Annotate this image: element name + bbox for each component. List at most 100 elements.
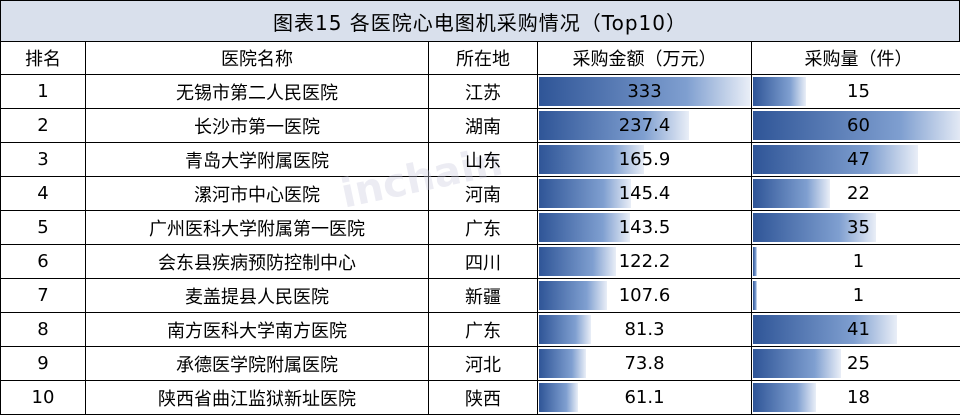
cell-name: 漯河市中心医院 [86, 177, 429, 211]
cell-rank-text: 4 [37, 183, 48, 204]
cell-quantity: 41 [752, 313, 960, 347]
cell-quantity-text: 25 [847, 353, 870, 374]
cell-name: 长沙市第一医院 [86, 109, 429, 143]
cell-quantity: 25 [752, 347, 960, 381]
procurement-table: 排名 医院名称 所在地 采购金额（万元） 采购量（件） 1 无锡市第二人民医院 江苏… [0, 41, 960, 415]
cell-name: 南方医科大学南方医院 [86, 313, 429, 347]
cell-rank-text: 7 [37, 285, 48, 306]
cell-amount-text: 81.3 [624, 319, 664, 340]
cell-name-text: 无锡市第二人民医院 [176, 83, 338, 104]
cell-amount: 122.2 [538, 245, 752, 279]
cell-quantity-text: 60 [847, 115, 870, 136]
cell-quantity: 47 [752, 143, 960, 177]
amount-data-bar [539, 383, 578, 412]
cell-quantity: 15 [752, 75, 960, 109]
quantity-data-bar [753, 247, 757, 276]
cell-name: 麦盖提县人民医院 [86, 279, 429, 313]
amount-data-bar [539, 247, 616, 276]
cell-amount-text: 73.8 [624, 353, 664, 374]
header-row: 排名 医院名称 所在地 采购金额（万元） 采购量（件） [1, 42, 960, 75]
cell-name: 会东县疾病预防控制中心 [86, 245, 429, 279]
cell-rank-text: 5 [37, 217, 48, 238]
cell-name: 承德医学院附属医院 [86, 347, 429, 381]
table-row: 5 广州医科大学附属第一医院 广东 143.5 35 [1, 211, 960, 245]
cell-rank-text: 1 [37, 81, 48, 102]
header-rank: 排名 [1, 42, 86, 75]
cell-rank: 2 [1, 109, 86, 143]
cell-rank: 4 [1, 177, 86, 211]
cell-amount: 333 [538, 75, 752, 109]
cell-rank: 9 [1, 347, 86, 381]
amount-data-bar [539, 281, 607, 310]
cell-name: 青岛大学附属医院 [86, 143, 429, 177]
cell-rank: 10 [1, 381, 86, 415]
cell-amount: 73.8 [538, 347, 752, 381]
cell-quantity-text: 18 [847, 387, 870, 408]
cell-amount: 107.6 [538, 279, 752, 313]
cell-rank-text: 8 [37, 319, 48, 340]
cell-rank: 3 [1, 143, 86, 177]
cell-rank-text: 3 [37, 149, 48, 170]
quantity-data-bar [753, 315, 897, 344]
table-row: 1 无锡市第二人民医院 江苏 333 15 [1, 75, 960, 109]
cell-rank: 7 [1, 279, 86, 313]
cell-name-text: 青岛大学附属医院 [185, 151, 329, 172]
cell-name: 广州医科大学附属第一医院 [86, 211, 429, 245]
cell-quantity: 1 [752, 245, 960, 279]
cell-amount-text: 333 [627, 81, 661, 102]
cell-location-text: 陕西 [465, 389, 501, 410]
table-row: 9 承德医学院附属医院 河北 73.8 25 [1, 347, 960, 381]
cell-name-text: 承德医学院附属医院 [176, 355, 338, 376]
cell-amount: 143.5 [538, 211, 752, 245]
cell-name-text: 漯河市中心医院 [194, 185, 320, 206]
amount-data-bar [539, 179, 631, 208]
cell-quantity-text: 47 [847, 149, 870, 170]
cell-quantity: 22 [752, 177, 960, 211]
cell-location: 广东 [429, 313, 538, 347]
cell-amount: 237.4 [538, 109, 752, 143]
cell-amount: 81.3 [538, 313, 752, 347]
cell-amount: 165.9 [538, 143, 752, 177]
cell-rank: 8 [1, 313, 86, 347]
cell-amount: 145.4 [538, 177, 752, 211]
cell-location-text: 江苏 [465, 83, 501, 104]
header-amount: 采购金额（万元） [538, 42, 752, 75]
quantity-data-bar [753, 179, 830, 208]
cell-name-text: 麦盖提县人民医院 [185, 287, 329, 308]
cell-location-text: 广东 [465, 219, 501, 240]
header-quantity: 采购量（件） [752, 42, 960, 75]
cell-location: 湖南 [429, 109, 538, 143]
cell-location: 新疆 [429, 279, 538, 313]
cell-rank: 1 [1, 75, 86, 109]
cell-amount-text: 145.4 [619, 183, 671, 204]
quantity-data-bar [753, 281, 757, 310]
cell-quantity-text: 41 [847, 319, 870, 340]
cell-quantity-text: 35 [847, 217, 870, 238]
cell-rank-text: 6 [37, 251, 48, 272]
cell-name: 无锡市第二人民医院 [86, 75, 429, 109]
cell-location-text: 湖南 [465, 117, 501, 138]
cell-rank: 5 [1, 211, 86, 245]
cell-amount-text: 237.4 [619, 115, 671, 136]
amount-data-bar [539, 213, 630, 242]
cell-amount-text: 61.1 [624, 387, 664, 408]
cell-location-text: 山东 [465, 151, 501, 172]
cell-location: 陕西 [429, 381, 538, 415]
cell-rank: 6 [1, 245, 86, 279]
cell-location: 江苏 [429, 75, 538, 109]
cell-name-text: 南方医科大学南方医院 [167, 321, 347, 342]
cell-location-text: 新疆 [465, 287, 501, 308]
cell-quantity-text: 15 [847, 81, 870, 102]
header-name: 医院名称 [86, 42, 429, 75]
report-figure: 图表15 各医院心电图机采购情况（Top10） 排名 医院名称 所在地 采购金额… [0, 0, 960, 404]
cell-quantity-text: 22 [847, 183, 870, 204]
quantity-data-bar [753, 383, 816, 412]
quantity-data-bar [753, 349, 841, 378]
cell-location: 河北 [429, 347, 538, 381]
cell-location-text: 河北 [465, 355, 501, 376]
